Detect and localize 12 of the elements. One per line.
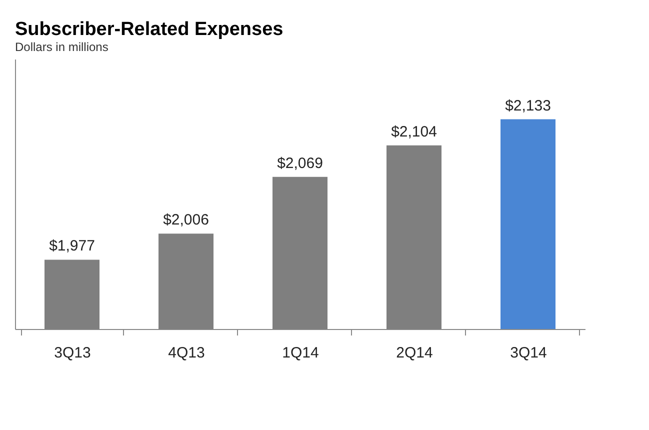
data-label: $1,977 xyxy=(49,238,95,255)
chart-subtitle: Dollars in millions xyxy=(15,40,108,54)
x-tick-label: 3Q13 xyxy=(54,344,91,362)
x-tick-label: 4Q13 xyxy=(168,344,205,362)
chart-title: Subscriber-Related Expenses xyxy=(15,19,284,40)
data-label: $2,104 xyxy=(391,123,437,140)
data-label: $2,069 xyxy=(277,154,323,172)
x-tick-label: 1Q14 xyxy=(282,344,319,362)
data-label: $2,006 xyxy=(163,212,209,229)
x-tick-label: 2Q14 xyxy=(396,344,433,362)
x-tick-label: 3Q14 xyxy=(510,344,547,362)
data-label: $2,133 xyxy=(505,97,551,114)
